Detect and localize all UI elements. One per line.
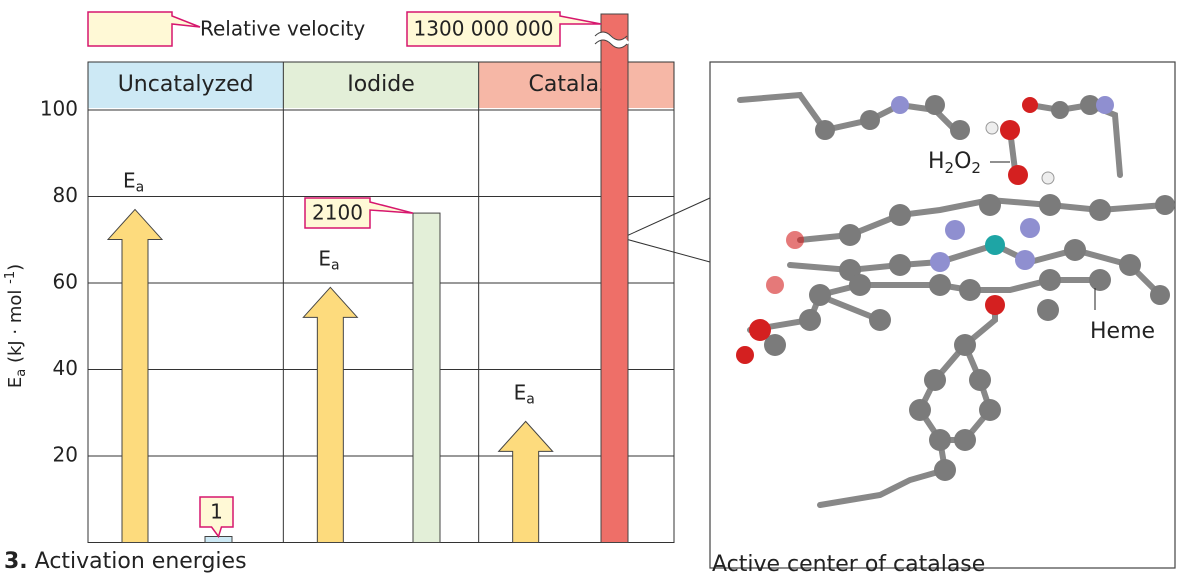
y-tick-label: 40 [53, 356, 78, 380]
chart-caption: 3. Activation energies [4, 549, 247, 574]
velocity-bar [601, 14, 628, 543]
ea-label: Ea [123, 168, 144, 196]
ea-label-sub: a [526, 391, 535, 407]
ea-label-main: E [123, 168, 136, 192]
velocity-label: 1 [210, 500, 223, 524]
ea-arrow [303, 287, 357, 542]
category-label: Uncatalyzed [118, 72, 254, 97]
figure: H2O2 Heme 3. Activation energies Active … [0, 0, 1190, 580]
legend-label: Relative velocity [200, 17, 365, 41]
velocity-bar [413, 213, 440, 542]
ea-arrow [108, 209, 162, 542]
y-tick-label: 60 [53, 270, 78, 294]
heme-label: Heme [1090, 319, 1155, 344]
image-caption: Active center of catalase [712, 552, 985, 577]
plot-frame [88, 62, 674, 543]
ea-label-sub: a [136, 179, 145, 195]
iron-atom [985, 235, 1005, 255]
y-tick-label: 100 [40, 97, 78, 121]
zoom-callout [622, 198, 710, 262]
molecule-image: H2O2 Heme [710, 62, 1175, 568]
ea-label-main: E [514, 380, 527, 404]
ea-label-main: E [318, 246, 331, 270]
y-axis-label: Ea (kJ · mol -1) [3, 264, 29, 388]
y-tick-label: 80 [53, 183, 78, 207]
image-frame [710, 62, 1175, 568]
y-tick-label: 20 [53, 443, 78, 467]
ea-arrow [499, 421, 553, 542]
ea-label-sub: a [331, 257, 340, 273]
velocity-label: 2100 [312, 201, 363, 225]
category-label: Iodide [347, 72, 415, 97]
velocity-label: 1300 000 000 [414, 17, 554, 41]
ea-label: Ea [318, 246, 339, 274]
callout-box [88, 12, 200, 46]
ea-label: Ea [514, 380, 535, 408]
